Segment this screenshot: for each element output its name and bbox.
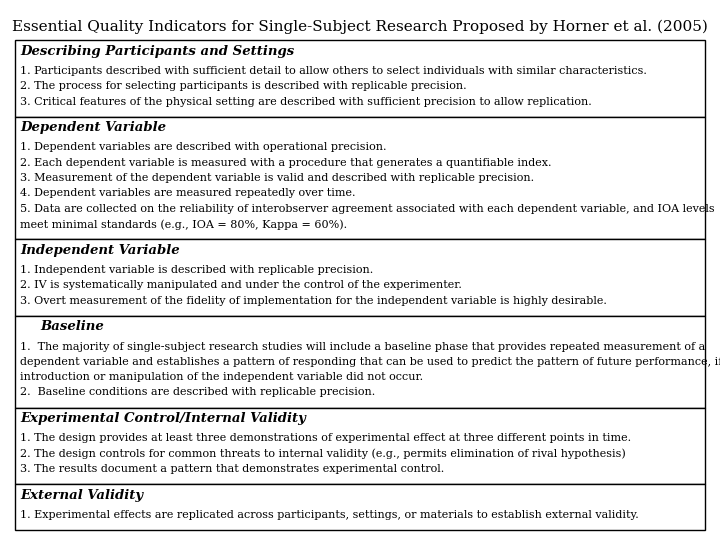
Text: 1.  The majority of single-subject research studies will include a baseline phas: 1. The majority of single-subject resear… — [20, 341, 706, 352]
Text: 2. IV is systematically manipulated and under the control of the experimenter.: 2. IV is systematically manipulated and … — [20, 280, 462, 291]
Text: meet minimal standards (e.g., IOA = 80%, Kappa = 60%).: meet minimal standards (e.g., IOA = 80%,… — [20, 219, 347, 230]
Text: 2. The process for selecting participants is described with replicable precision: 2. The process for selecting participant… — [20, 81, 467, 91]
Text: 4. Dependent variables are measured repeatedly over time.: 4. Dependent variables are measured repe… — [20, 188, 356, 198]
Bar — [15, 484, 705, 530]
Bar — [15, 239, 705, 315]
Text: Describing Participants and Settings: Describing Participants and Settings — [20, 45, 294, 58]
Text: 5. Data are collected on the reliability of interobserver agreement associated w: 5. Data are collected on the reliability… — [20, 204, 715, 214]
Text: 1. Independent variable is described with replicable precision.: 1. Independent variable is described wit… — [20, 265, 373, 275]
Bar — [15, 117, 705, 239]
Text: Dependent Variable: Dependent Variable — [20, 122, 166, 134]
Text: 2. The design controls for common threats to internal validity (e.g., permits el: 2. The design controls for common threat… — [20, 449, 626, 460]
Text: 2. Each dependent variable is measured with a procedure that generates a quantif: 2. Each dependent variable is measured w… — [20, 158, 552, 168]
Text: 3. Critical features of the physical setting are described with sufficient preci: 3. Critical features of the physical set… — [20, 97, 592, 106]
Text: 1. Experimental effects are replicated across participants, settings, or materia: 1. Experimental effects are replicated a… — [20, 510, 639, 520]
Text: 3. Overt measurement of the fidelity of implementation for the independent varia: 3. Overt measurement of the fidelity of … — [20, 295, 607, 306]
Text: Experimental Control/Internal Validity: Experimental Control/Internal Validity — [20, 412, 306, 425]
Text: 3. The results document a pattern that demonstrates experimental control.: 3. The results document a pattern that d… — [20, 464, 444, 474]
Text: Baseline: Baseline — [40, 320, 104, 333]
Text: dependent variable and establishes a pattern of responding that can be used to p: dependent variable and establishes a pat… — [20, 357, 720, 367]
Text: 3. Measurement of the dependent variable is valid and described with replicable : 3. Measurement of the dependent variable… — [20, 173, 534, 183]
Text: 2.  Baseline conditions are described with replicable precision.: 2. Baseline conditions are described wit… — [20, 388, 375, 397]
Text: 1. Participants described with sufficient detail to allow others to select indiv: 1. Participants described with sufficien… — [20, 66, 647, 76]
Bar — [15, 315, 705, 408]
Text: Independent Variable: Independent Variable — [20, 244, 179, 257]
Bar — [15, 408, 705, 484]
Bar — [15, 40, 705, 117]
Text: 1. The design provides at least three demonstrations of experimental effect at t: 1. The design provides at least three de… — [20, 434, 631, 443]
Text: introduction or manipulation of the independent variable did not occur.: introduction or manipulation of the inde… — [20, 372, 423, 382]
Text: 1. Dependent variables are described with operational precision.: 1. Dependent variables are described wit… — [20, 143, 387, 152]
Text: Essential Quality Indicators for Single-Subject Research Proposed by Horner et a: Essential Quality Indicators for Single-… — [12, 20, 708, 35]
Text: External Validity: External Validity — [20, 489, 143, 502]
